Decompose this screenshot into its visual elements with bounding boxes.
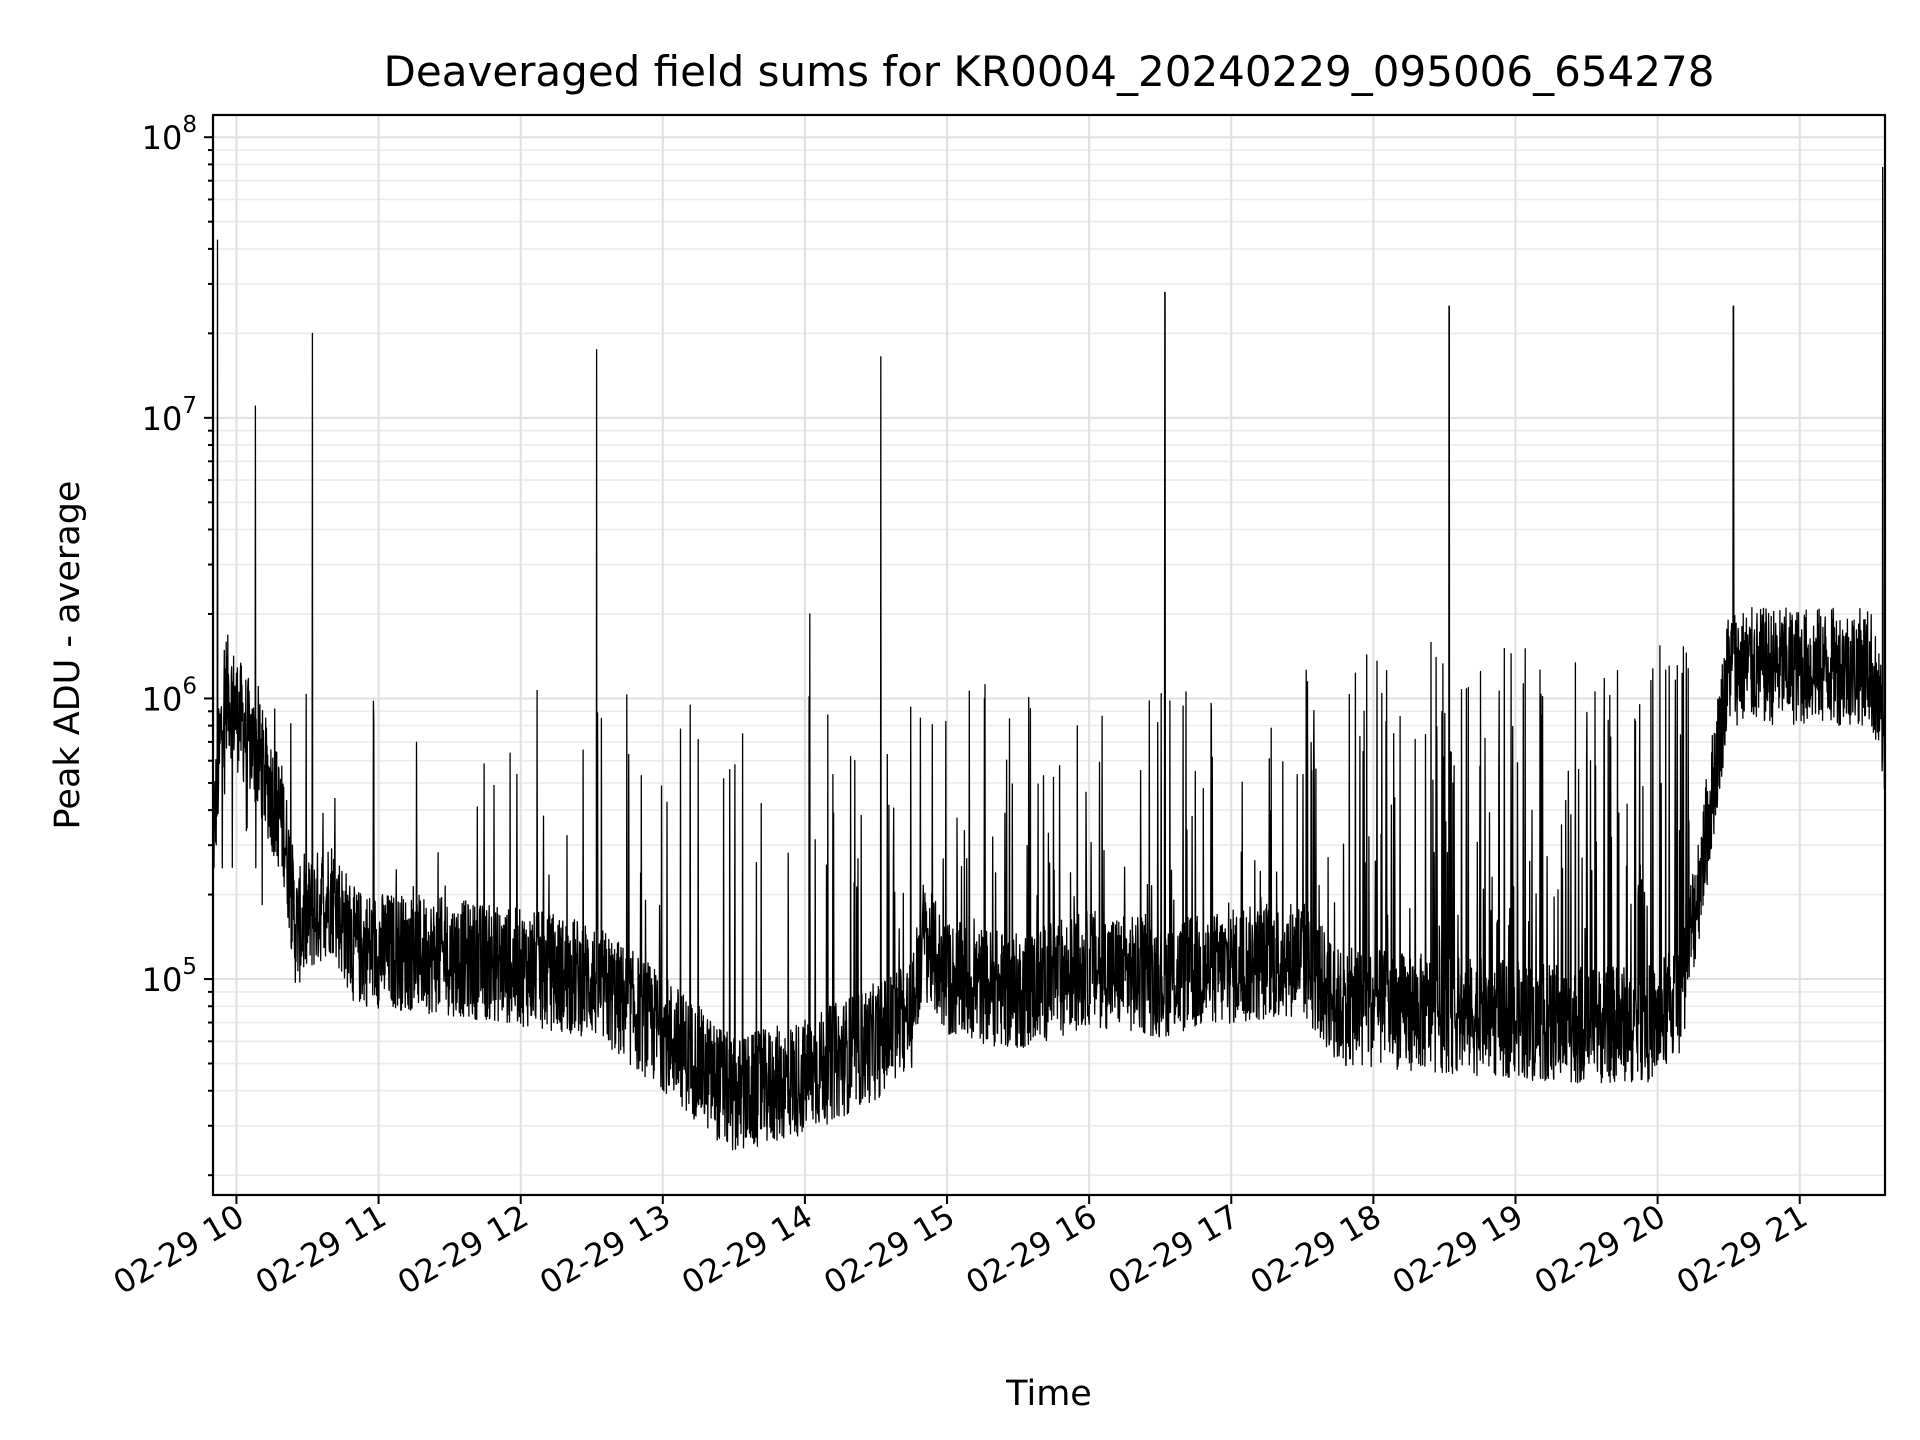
y-tick-exponent: 8 xyxy=(182,112,197,138)
x-tick-label: 02-29 15 xyxy=(817,1197,961,1302)
x-tick-label: 02-29 16 xyxy=(960,1197,1104,1302)
x-tick-label: 02-29 19 xyxy=(1386,1197,1530,1302)
x-tick-label: 02-29 12 xyxy=(391,1197,535,1302)
x-tick-label: 02-29 18 xyxy=(1244,1197,1388,1302)
y-tick-exponent: 6 xyxy=(182,673,197,699)
series-layer xyxy=(212,166,1886,1151)
y-tick-exponent: 5 xyxy=(182,954,197,980)
x-tick-label: 02-29 10 xyxy=(107,1197,251,1302)
y-tick-label: 108 xyxy=(142,112,197,157)
x-tick-label: 02-29 20 xyxy=(1528,1197,1672,1302)
y-tick-base: 10 xyxy=(142,400,183,438)
y-tick-label: 107 xyxy=(142,393,197,438)
x-tick-label: 02-29 11 xyxy=(249,1197,393,1302)
y-tick-exponent: 7 xyxy=(182,393,197,419)
x-tick-label: 02-29 17 xyxy=(1102,1197,1246,1302)
grid xyxy=(213,115,1885,1195)
y-tick-label: 105 xyxy=(142,954,197,999)
y-axis-label: Peak ADU - average xyxy=(48,481,88,830)
y-tick-base: 10 xyxy=(142,961,183,999)
x-axis-label: Time xyxy=(1005,1374,1092,1414)
x-tick-label: 02-29 21 xyxy=(1670,1197,1814,1302)
y-tick-label: 106 xyxy=(142,673,197,718)
x-tick-label: 02-29 13 xyxy=(533,1197,677,1302)
chart-title: Deaveraged field sums for KR0004_2024022… xyxy=(384,47,1715,96)
plot-frame xyxy=(211,113,1887,1197)
y-tick-base: 10 xyxy=(142,119,183,157)
series-line xyxy=(212,166,1886,1151)
y-tick-base: 10 xyxy=(142,680,183,718)
x-tick-label: 02-29 14 xyxy=(675,1197,819,1302)
